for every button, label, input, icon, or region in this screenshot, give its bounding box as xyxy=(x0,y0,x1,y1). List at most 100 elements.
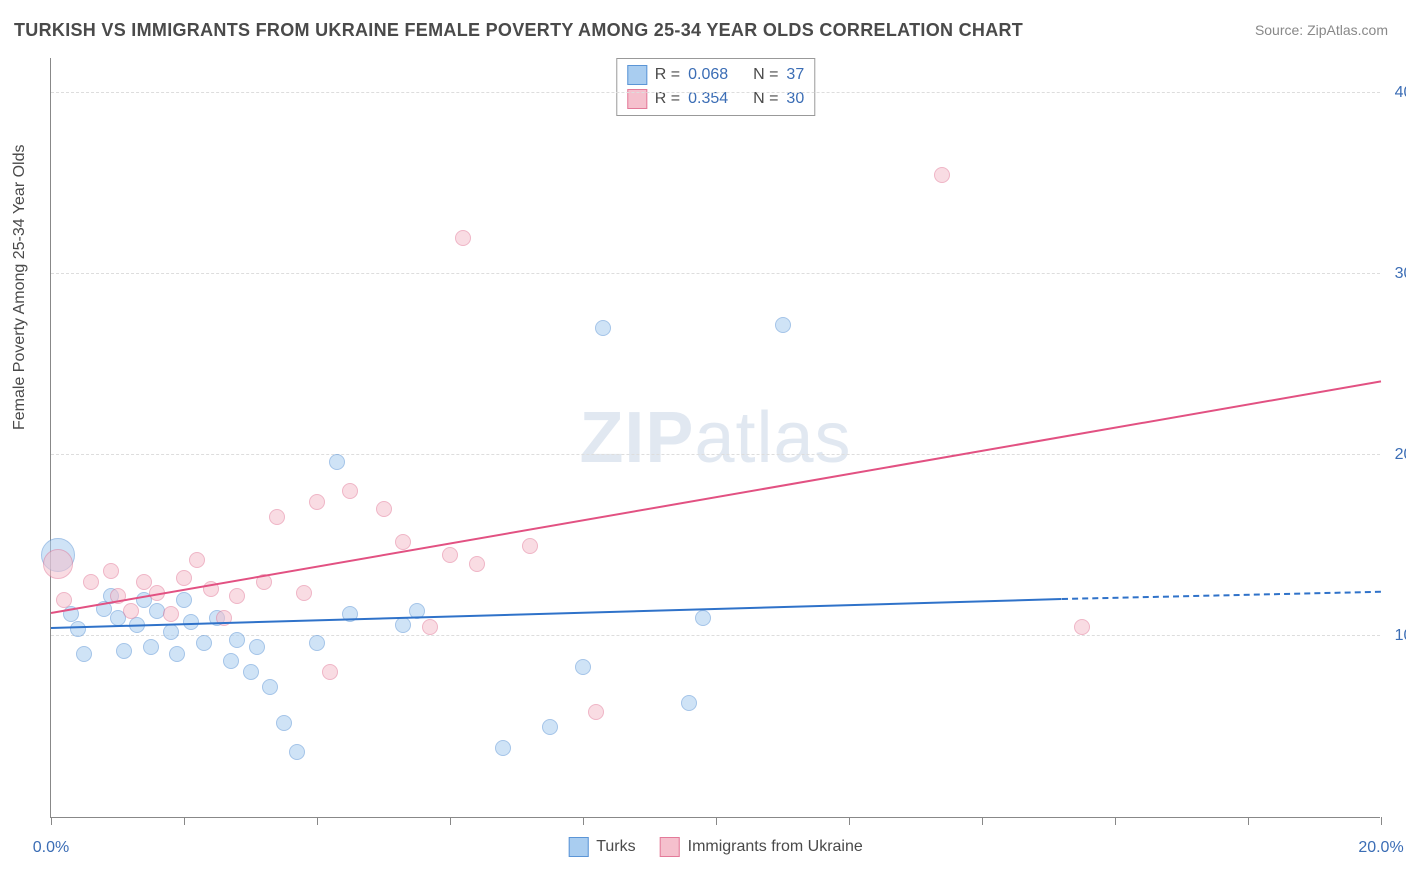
x-tick xyxy=(849,817,850,825)
stat-label: R = xyxy=(655,63,680,87)
x-tick xyxy=(317,817,318,825)
x-tick xyxy=(1115,817,1116,825)
data-point xyxy=(522,538,538,554)
data-point xyxy=(422,619,438,635)
data-point xyxy=(455,230,471,246)
legend-series: Turks Immigrants from Ukraine xyxy=(568,837,863,857)
data-point xyxy=(395,534,411,550)
data-point xyxy=(289,744,305,760)
data-point xyxy=(176,570,192,586)
data-point xyxy=(376,501,392,517)
stat-value-n: 30 xyxy=(786,87,804,111)
plot-area: ZIPatlas R =0.068 N =37R =0.354 N =30 Tu… xyxy=(50,58,1380,818)
data-point xyxy=(1074,619,1090,635)
data-point xyxy=(575,659,591,675)
data-point xyxy=(322,664,338,680)
x-tick-label: 20.0% xyxy=(1358,839,1403,857)
data-point xyxy=(588,704,604,720)
legend-label: Immigrants from Ukraine xyxy=(688,838,863,856)
watermark-bold: ZIP xyxy=(579,398,694,478)
x-tick xyxy=(1248,817,1249,825)
stat-label: N = xyxy=(753,87,778,111)
data-point xyxy=(276,715,292,731)
data-point xyxy=(189,552,205,568)
legend-stat-row: R = 0.354 N = 30 xyxy=(627,87,804,111)
data-point xyxy=(329,454,345,470)
data-point xyxy=(143,639,159,655)
legend-item: Immigrants from Ukraine xyxy=(660,837,863,857)
data-point xyxy=(595,320,611,336)
watermark: ZIPatlas xyxy=(579,397,851,479)
data-point xyxy=(229,632,245,648)
data-point xyxy=(395,617,411,633)
x-tick xyxy=(583,817,584,825)
data-point xyxy=(56,592,72,608)
data-point xyxy=(442,547,458,563)
data-point xyxy=(243,664,259,680)
trend-line-extrapolated xyxy=(1062,591,1381,600)
legend-swatch xyxy=(627,65,647,85)
source-label: Source: ZipAtlas.com xyxy=(1255,22,1388,38)
data-point xyxy=(681,695,697,711)
stat-value-n: 37 xyxy=(786,63,804,87)
data-point xyxy=(229,588,245,604)
y-tick-label: 10.0% xyxy=(1395,627,1406,645)
data-point xyxy=(495,740,511,756)
stat-label: R = xyxy=(655,87,680,111)
data-point xyxy=(262,679,278,695)
data-point xyxy=(123,603,139,619)
legend-item: Turks xyxy=(568,837,635,857)
legend-stats-box: R = 0.068 N = 37 R = 0.354 N = 30 xyxy=(616,58,815,116)
data-point xyxy=(163,624,179,640)
data-point xyxy=(116,643,132,659)
stat-label: N = xyxy=(753,63,778,87)
data-point xyxy=(542,719,558,735)
data-point xyxy=(163,606,179,622)
data-point xyxy=(309,494,325,510)
chart-title: TURKISH VS IMMIGRANTS FROM UKRAINE FEMAL… xyxy=(14,20,1023,41)
data-point xyxy=(196,635,212,651)
data-point xyxy=(103,563,119,579)
data-point xyxy=(469,556,485,572)
data-point xyxy=(309,635,325,651)
data-point xyxy=(169,646,185,662)
gridline xyxy=(51,635,1380,636)
data-point xyxy=(83,574,99,590)
data-point xyxy=(342,483,358,499)
stat-value-r: 0.354 xyxy=(688,87,728,111)
legend-swatch xyxy=(568,837,588,857)
data-point xyxy=(249,639,265,655)
stat-value-r: 0.068 xyxy=(688,63,728,87)
gridline xyxy=(51,273,1380,274)
x-tick xyxy=(1381,817,1382,825)
x-tick xyxy=(51,817,52,825)
gridline xyxy=(51,454,1380,455)
data-point xyxy=(934,167,950,183)
y-tick-label: 30.0% xyxy=(1395,265,1406,283)
data-point xyxy=(296,585,312,601)
trend-line xyxy=(51,598,1062,629)
x-tick xyxy=(982,817,983,825)
data-point xyxy=(70,621,86,637)
trend-line xyxy=(51,381,1381,615)
legend-label: Turks xyxy=(596,838,635,856)
correlation-chart: TURKISH VS IMMIGRANTS FROM UKRAINE FEMAL… xyxy=(0,0,1406,892)
data-point xyxy=(176,592,192,608)
data-point xyxy=(269,509,285,525)
x-tick xyxy=(184,817,185,825)
gridline xyxy=(51,92,1380,93)
y-tick-label: 40.0% xyxy=(1395,84,1406,102)
watermark-normal: atlas xyxy=(694,398,851,478)
data-point xyxy=(183,614,199,630)
data-point xyxy=(43,549,73,579)
data-point xyxy=(695,610,711,626)
data-point xyxy=(223,653,239,669)
data-point xyxy=(76,646,92,662)
legend-swatch xyxy=(660,837,680,857)
y-tick-label: 20.0% xyxy=(1395,446,1406,464)
x-tick xyxy=(716,817,717,825)
x-tick xyxy=(450,817,451,825)
y-axis-title: Female Poverty Among 25-34 Year Olds xyxy=(11,145,29,431)
data-point xyxy=(775,317,791,333)
legend-stat-row: R = 0.068 N = 37 xyxy=(627,63,804,87)
